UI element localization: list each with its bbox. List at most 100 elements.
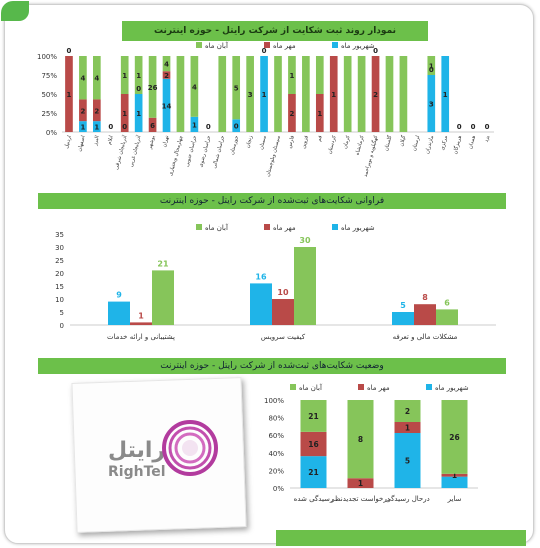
bar-segment	[385, 56, 394, 132]
bar-segment	[218, 56, 227, 132]
data-label: 21	[308, 468, 318, 477]
x-tick-label: کرمان	[342, 134, 351, 149]
y-tick-label: 30	[55, 244, 64, 252]
y-tick-label: 35	[55, 231, 64, 239]
data-label: 0	[108, 123, 113, 131]
y-tick-label: 10	[55, 296, 64, 304]
legend-swatch	[426, 384, 432, 390]
x-tick-label: قزوین	[301, 134, 310, 149]
data-label: 4	[94, 75, 99, 83]
y-tick-label: 40%	[268, 450, 284, 458]
bar-segment	[176, 56, 185, 132]
bar-segment	[427, 56, 436, 75]
logo-persian-text: رایتل	[108, 438, 166, 463]
data-label: 30	[299, 236, 311, 245]
data-label: 1	[80, 124, 85, 132]
bar-segment	[232, 56, 241, 120]
bar-segment	[162, 56, 171, 72]
y-tick-label: 5	[60, 309, 64, 317]
y-tick-label: 0	[60, 322, 64, 330]
bar-segment	[394, 422, 421, 433]
data-label: 3	[248, 91, 253, 99]
bar	[272, 299, 294, 325]
bar-segment	[148, 56, 157, 118]
data-label: 1	[136, 72, 141, 80]
data-label: 0	[234, 123, 239, 131]
data-label: 21	[308, 412, 318, 421]
data-label: 0	[373, 47, 378, 55]
data-label: 1	[67, 91, 72, 99]
x-tick-label: درحال رسیدگی	[385, 494, 429, 503]
x-tick-label: سمنان	[258, 135, 267, 150]
y-tick-label: 100%	[264, 397, 284, 405]
legend-label: شهریور ماه	[341, 42, 375, 50]
data-label: 6	[444, 298, 450, 307]
x-tick-label: زنجان	[245, 135, 254, 149]
data-label: 1	[358, 479, 363, 488]
bar-segment	[134, 94, 143, 132]
x-tick-label: مشکلات مالی و تعرفه	[393, 333, 458, 341]
data-label: 1	[122, 110, 127, 118]
bar-segment	[300, 431, 327, 457]
legend-label: مهر ماه	[367, 384, 390, 392]
data-label: 2	[94, 107, 99, 115]
data-label: 1	[317, 110, 322, 118]
bar-segment	[79, 121, 87, 132]
data-label: 1	[122, 72, 127, 80]
bar-segment	[120, 94, 129, 132]
bar-segment	[274, 56, 282, 132]
legend-swatch	[332, 224, 338, 230]
legend-label: شهریور ماه	[435, 384, 469, 392]
bar-segment	[315, 56, 324, 94]
bottom-accent-bar	[276, 530, 526, 546]
y-tick-label: 80%	[268, 415, 284, 423]
data-label: 26	[148, 84, 158, 92]
bar	[436, 309, 458, 325]
bar	[152, 270, 174, 325]
legend-label: آبان ماه	[205, 41, 229, 50]
legend-label: آبان ماه	[205, 223, 229, 232]
data-label: 8	[422, 293, 428, 302]
data-label: 1	[331, 91, 336, 99]
legend-swatch	[264, 224, 270, 230]
bar-segment	[93, 99, 101, 122]
y-tick-label: 0%	[46, 129, 57, 137]
data-label: 1	[192, 121, 197, 129]
bar-segment	[343, 56, 352, 132]
x-tick-label: البرز	[92, 135, 101, 147]
y-tick-label: 60%	[268, 432, 284, 440]
bar-segment	[441, 473, 468, 477]
data-label: 4	[164, 61, 169, 69]
bar-segment	[190, 56, 199, 117]
y-tick-label: 20%	[268, 467, 284, 475]
legend-label: مهر ماه	[273, 42, 296, 50]
data-label: 0	[136, 85, 141, 93]
y-tick-label: 15	[55, 283, 64, 291]
data-label: 0	[429, 66, 434, 74]
data-label: 26	[449, 433, 459, 442]
x-tick-label: کیفیت سرویس	[261, 333, 306, 341]
bar	[392, 312, 414, 325]
data-label: 1	[138, 311, 144, 320]
data-label: 2	[405, 407, 410, 416]
x-tick-label: لرستان	[411, 135, 421, 152]
bar-segment	[246, 56, 254, 132]
y-tick-label: 0%	[273, 485, 284, 493]
bar-segment	[148, 117, 157, 132]
data-label: 1	[405, 424, 410, 433]
data-label: 0	[122, 123, 127, 131]
legend-label: شهریور ماه	[341, 224, 375, 232]
bar-segment	[288, 94, 296, 132]
x-tick-label: گلستان	[383, 134, 394, 152]
bar-segment	[371, 56, 380, 132]
bar-segment	[347, 478, 374, 488]
x-tick-label: اصفهان	[77, 135, 87, 152]
data-label: 16	[255, 272, 267, 281]
bar-segment	[162, 71, 171, 79]
legend-swatch	[196, 42, 202, 48]
legend-swatch	[264, 42, 270, 48]
bar-segment	[441, 56, 450, 132]
bar-segment	[232, 119, 241, 132]
x-tick-label: همدان	[468, 135, 477, 150]
